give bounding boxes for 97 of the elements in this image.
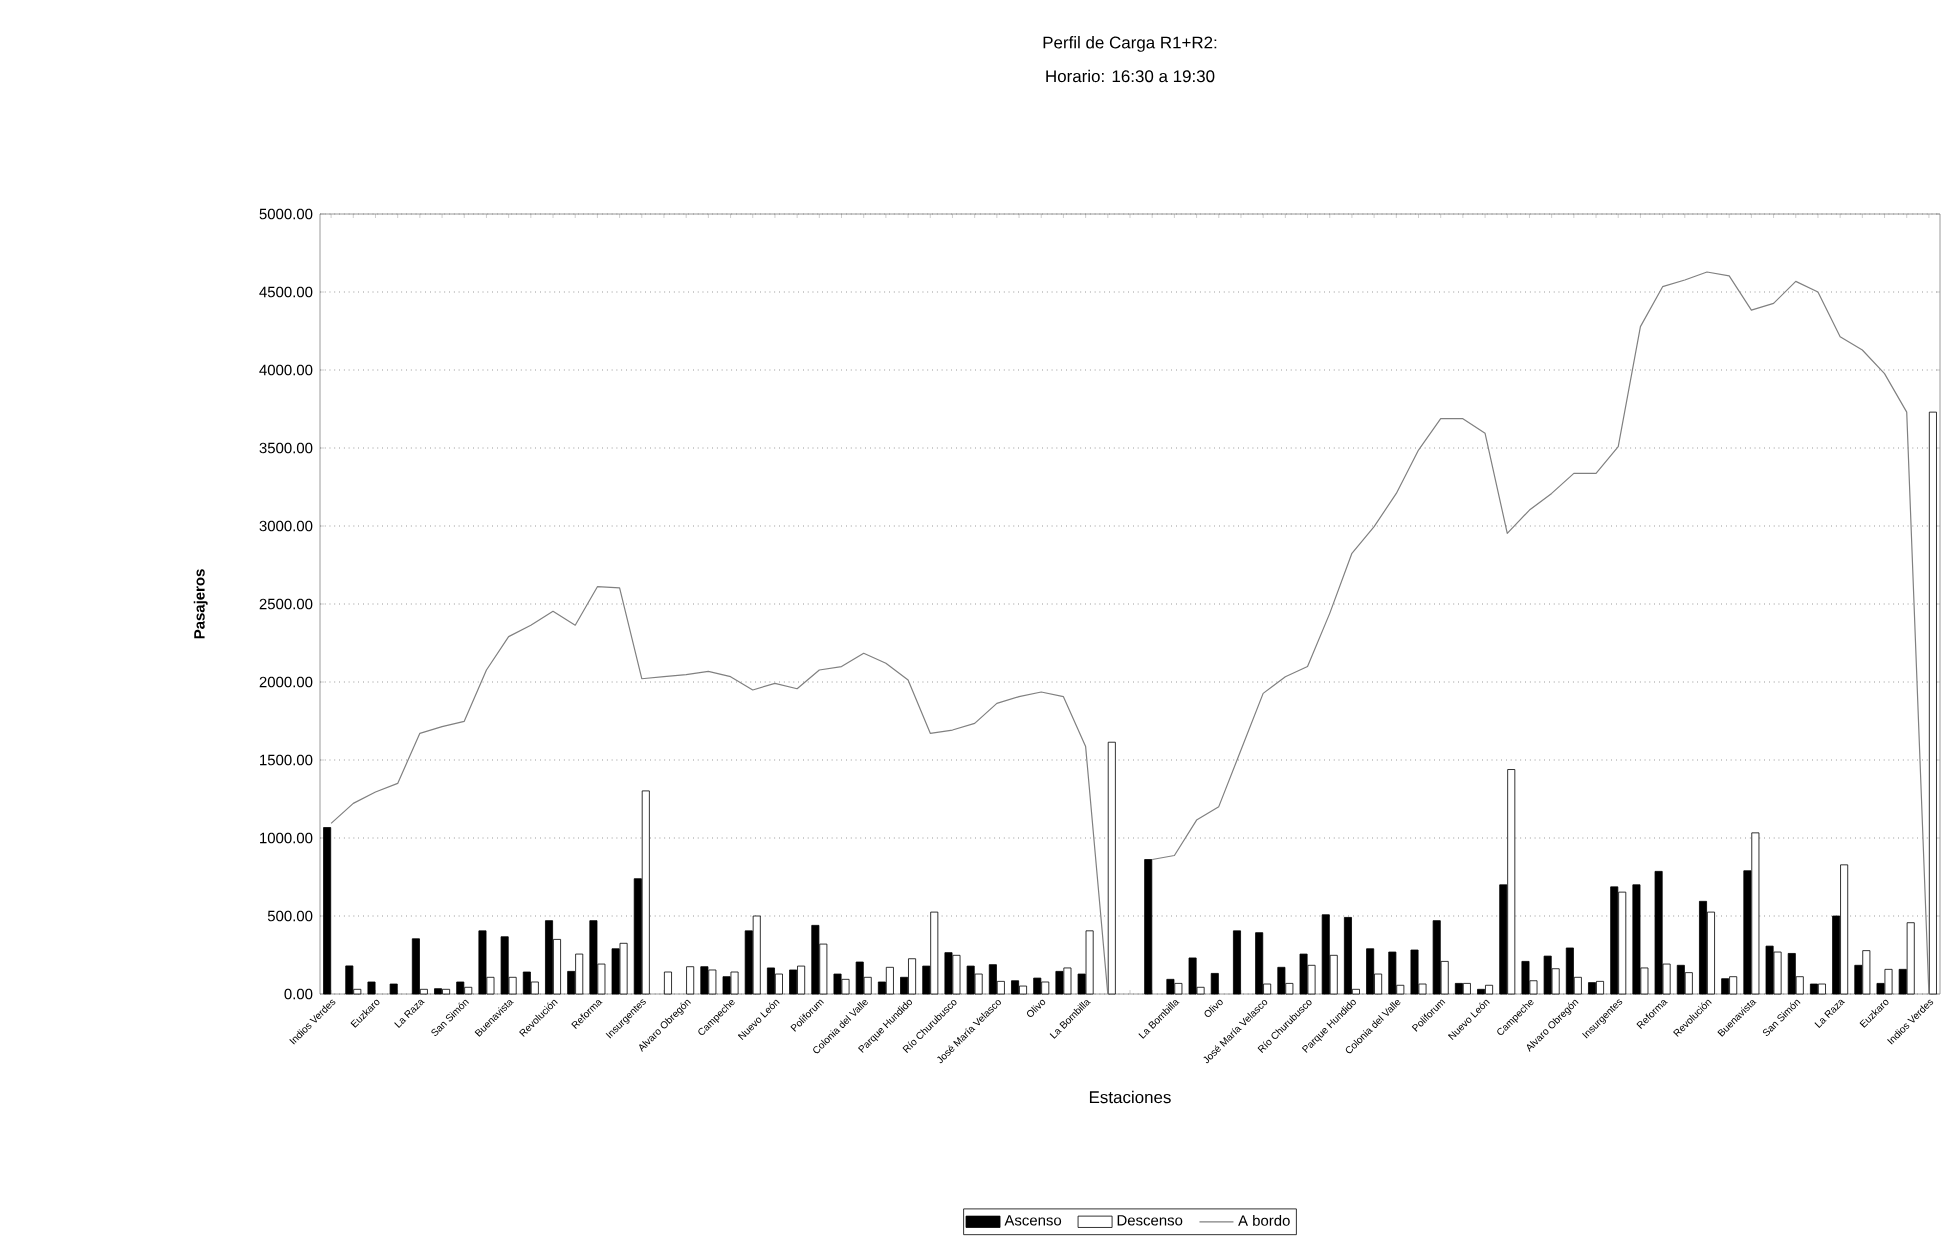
bar (908, 958, 917, 995)
bar (1462, 982, 1471, 995)
bar (1521, 961, 1530, 995)
bar (1765, 945, 1774, 995)
bar (974, 973, 983, 995)
bar (988, 964, 997, 995)
bar (752, 915, 761, 995)
bar (966, 965, 975, 995)
bar (1928, 411, 1937, 995)
bar (700, 966, 709, 995)
bar (722, 976, 731, 995)
bar (1210, 973, 1219, 995)
bar (1618, 891, 1627, 995)
bar (345, 965, 354, 995)
bar (1011, 980, 1020, 995)
bar (686, 966, 695, 995)
bar (1654, 870, 1663, 995)
bar (1751, 832, 1760, 995)
bar (1632, 884, 1641, 995)
bar (1477, 988, 1486, 995)
bar (522, 971, 531, 995)
bar (389, 983, 398, 995)
bar (1277, 966, 1286, 995)
bar (1085, 930, 1094, 995)
bar (456, 981, 465, 995)
bar (952, 954, 961, 995)
bar (833, 973, 842, 995)
bar (1454, 982, 1463, 995)
bar (885, 966, 894, 995)
bar (589, 920, 598, 995)
bar (1588, 982, 1597, 995)
bar (1041, 981, 1050, 995)
bar (1862, 950, 1871, 995)
bar (944, 952, 953, 995)
bar (434, 988, 443, 995)
bar (478, 930, 487, 995)
bar (545, 920, 554, 995)
bar (855, 961, 864, 995)
bar (1063, 967, 1072, 995)
bar (442, 988, 451, 995)
bar (411, 938, 420, 995)
bar (766, 967, 775, 995)
bar (1019, 985, 1028, 995)
bar (730, 971, 739, 995)
bar (1684, 972, 1693, 995)
bar (1343, 917, 1352, 995)
bar (1366, 948, 1375, 995)
bar (500, 936, 509, 995)
bar (811, 924, 820, 995)
bar (1174, 982, 1183, 995)
bar (1817, 983, 1826, 995)
bar (1906, 922, 1915, 995)
bar (1107, 741, 1116, 995)
chart-subtitle: Horario: 16:30 a 19:30 (1046, 69, 1215, 83)
bar (1299, 953, 1308, 995)
chart-title: Perfil de Carga R1+R2: (1043, 36, 1217, 52)
bar (1676, 964, 1685, 995)
bar (1388, 951, 1397, 995)
bar (774, 973, 783, 995)
bar (619, 942, 628, 995)
bar (1033, 977, 1042, 995)
bar (1773, 951, 1782, 995)
bar (1699, 900, 1707, 995)
bar (1432, 920, 1441, 995)
bar (708, 969, 717, 995)
bar (1809, 983, 1818, 995)
bar (464, 986, 473, 995)
bar (1721, 978, 1730, 995)
bar (841, 978, 850, 995)
bar (1255, 932, 1264, 995)
bar (1166, 978, 1175, 995)
bar (1232, 930, 1241, 995)
bar (1729, 976, 1738, 995)
bar (1055, 970, 1064, 995)
bar (1840, 864, 1849, 995)
bar (575, 953, 584, 995)
bar (1565, 947, 1574, 995)
bar (1485, 984, 1494, 995)
bar (930, 911, 939, 995)
bar (1596, 980, 1605, 995)
bar (1610, 886, 1619, 995)
x-axis-title: Estaciones (1089, 1090, 1171, 1104)
bar (1144, 859, 1153, 995)
bar (797, 965, 806, 995)
bar (1884, 968, 1893, 995)
bar (1188, 957, 1197, 995)
bar (1410, 949, 1419, 995)
bar (1543, 955, 1552, 995)
bar (663, 971, 672, 995)
bar (611, 948, 620, 995)
bar (789, 969, 798, 995)
bar (641, 790, 650, 995)
bar (323, 827, 332, 995)
bar (1507, 769, 1516, 995)
bar (1787, 953, 1796, 995)
bar (1321, 914, 1330, 995)
bar (367, 981, 376, 995)
